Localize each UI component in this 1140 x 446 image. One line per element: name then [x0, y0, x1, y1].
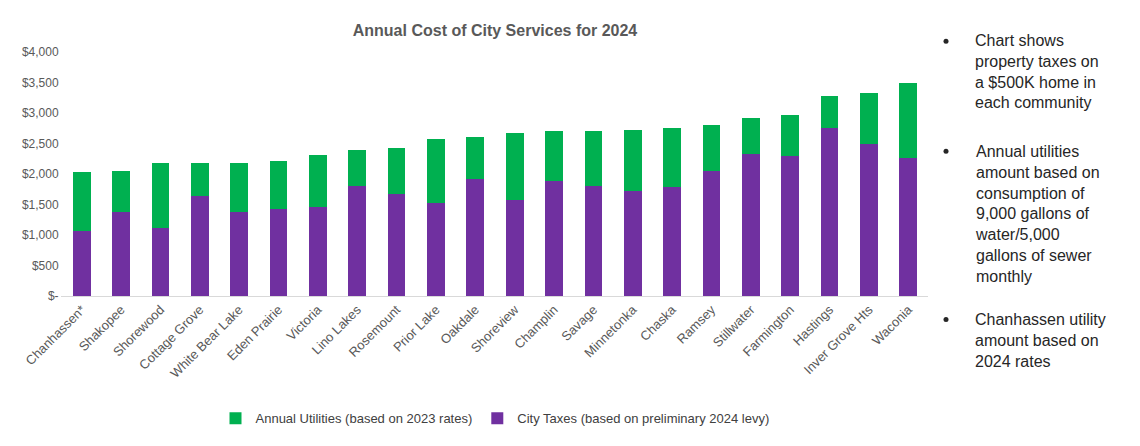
svg-text:Chart showsproperty taxes ona: Chart showsproperty taxes ona $500K home…	[975, 32, 1099, 111]
svg-text:Annual Cost of City Services f: Annual Cost of City Services for 2024	[353, 22, 638, 39]
svg-text:Chanhassen*: Chanhassen*	[23, 302, 89, 368]
svg-text:Hastings: Hastings	[790, 302, 837, 349]
svg-text:Waconia: Waconia	[869, 302, 916, 349]
svg-text:$2,000: $2,000	[22, 167, 59, 181]
svg-text:$-: $-	[48, 289, 59, 303]
svg-text:Chaska: Chaska	[637, 302, 679, 344]
svg-text:Cottage Grove: Cottage Grove	[136, 302, 206, 372]
svg-text:Prior Lake: Prior Lake	[390, 302, 443, 355]
svg-text:$500: $500	[32, 259, 59, 273]
svg-text:Rosemount: Rosemount	[346, 302, 404, 360]
svg-text:Ramsey: Ramsey	[674, 302, 719, 347]
svg-text:Champlin: Champlin	[511, 302, 560, 351]
svg-text:Stillwater: Stillwater	[710, 302, 758, 350]
svg-text:Lino Lakes: Lino Lakes	[309, 302, 364, 357]
svg-text:Shorewood: Shorewood	[110, 302, 167, 359]
svg-text:Minnetonka: Minnetonka	[581, 302, 640, 361]
svg-text:Oakdale: Oakdale	[437, 302, 482, 347]
svg-text:Shoreview: Shoreview	[468, 302, 522, 356]
svg-text:$3,000: $3,000	[22, 106, 59, 120]
svg-text:Chanhassen utilityamount based: Chanhassen utilityamount based on2024 ra…	[975, 311, 1106, 370]
svg-text:Inver Grove Hts: Inver Grove Hts	[801, 302, 876, 377]
svg-text:Shakopee: Shakopee	[76, 302, 128, 354]
svg-text:Savage: Savage	[558, 302, 600, 344]
svg-text:Farmington: Farmington	[740, 302, 797, 359]
svg-text:Annual Utilities (based on 202: Annual Utilities (based on 2023 rates)	[256, 411, 473, 426]
svg-text:Eden Prairie: Eden Prairie	[224, 302, 285, 363]
svg-text:$4,000: $4,000	[22, 45, 59, 59]
svg-text:$1,000: $1,000	[22, 228, 59, 242]
svg-text:Victoria: Victoria	[283, 302, 325, 344]
svg-text:White Bear Lake: White Bear Lake	[167, 302, 246, 381]
svg-text:$1,500: $1,500	[22, 198, 59, 212]
svg-text:Annual utilitiesamount based o: Annual utilitiesamount based onconsumpti…	[975, 143, 1100, 285]
svg-text:$3,500: $3,500	[22, 76, 59, 90]
svg-text:$2,500: $2,500	[22, 137, 59, 151]
svg-text:City Taxes (based on prelimina: City Taxes (based on preliminary 2024 le…	[517, 411, 769, 426]
